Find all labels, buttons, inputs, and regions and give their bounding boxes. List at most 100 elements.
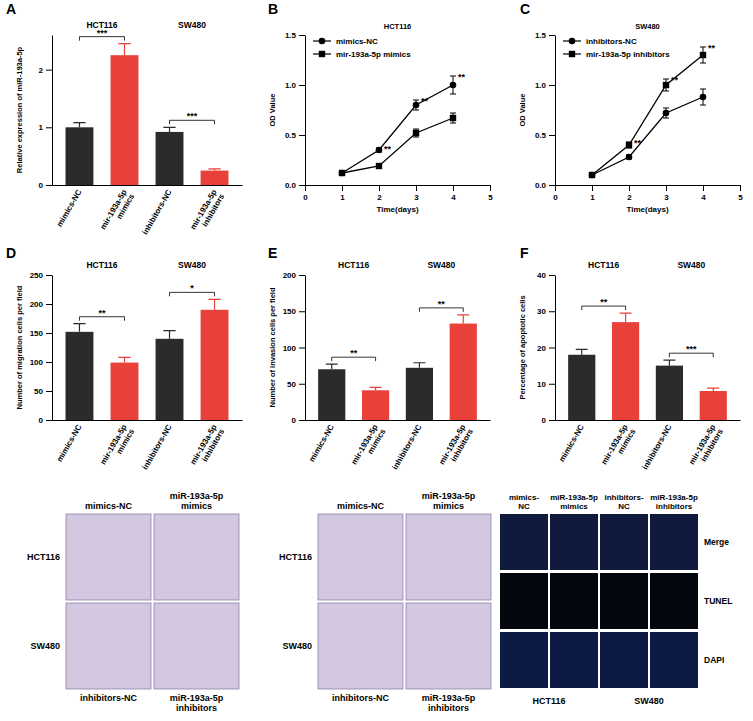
bar: [406, 368, 433, 420]
marker: [450, 82, 457, 89]
y-axis: 0.00.51.01.5: [285, 31, 306, 190]
tick-label: 0: [553, 193, 558, 202]
significance-label: **: [384, 144, 392, 154]
y-axis: 010203040: [537, 271, 555, 425]
micrograph: [550, 514, 598, 570]
tick-mark: [46, 420, 52, 421]
error-bar: [700, 47, 706, 63]
significance-label: **: [600, 297, 608, 307]
row-label: SW480: [282, 641, 312, 651]
significance-label: **: [421, 96, 429, 106]
legend: inhibitors-NCmir-193a-5p inhibitors: [563, 37, 670, 59]
tick: 30: [537, 307, 555, 316]
error-bar: [450, 113, 456, 123]
x-axis-title: Time(days): [376, 205, 418, 214]
column-label: miR-193a-5pmimics: [550, 493, 598, 511]
legend-marker: [569, 51, 575, 57]
group-label: SW480: [178, 260, 206, 270]
series-line: [342, 85, 453, 173]
tick-mark: [299, 420, 305, 421]
tick: 0: [303, 185, 308, 202]
row-label: TUNEL: [704, 596, 732, 606]
column-label: miR-193a-5pinhibitors: [650, 493, 698, 511]
tick-label: 40: [537, 271, 546, 280]
tick-mark: [46, 70, 52, 71]
plot-area: [589, 47, 707, 178]
marker: [663, 82, 669, 88]
chart-title: HCT116: [384, 22, 412, 31]
error-bar: [700, 89, 706, 105]
tick-label: 100: [283, 344, 297, 353]
panel-label: C: [520, 1, 530, 17]
micrograph: [318, 603, 403, 689]
axis-line: [52, 276, 53, 421]
tick-mark: [592, 185, 593, 191]
marker: [589, 172, 596, 179]
micrograph: [66, 603, 151, 689]
tick: 50: [287, 380, 305, 389]
tick-mark: [453, 185, 454, 191]
group-label: HCT116: [532, 696, 565, 706]
tick-mark: [46, 333, 52, 334]
tick-mark: [549, 85, 555, 86]
tick: 5: [488, 185, 493, 202]
bar: [201, 310, 229, 420]
column-label: miR-193a-5pinhibitors: [170, 693, 224, 713]
tick: 50: [34, 387, 52, 396]
y-axis: 0.00.51.01.5: [535, 31, 556, 190]
error-bar: [457, 315, 469, 324]
tick-mark: [549, 275, 555, 276]
tick-label: 1.0: [285, 81, 297, 90]
legend-label: mimics-NC: [336, 37, 378, 46]
tick: 0.0: [535, 181, 555, 190]
micrograph: [600, 632, 648, 688]
legend-entry: mimics-NC: [313, 37, 378, 46]
micrograph: [600, 573, 648, 629]
bar: [700, 391, 727, 420]
error-bar: [73, 123, 85, 128]
fluorescence-panel: MergeTUNELDAPImimics-NCmiR-193a-5pmimics…: [500, 493, 732, 706]
tick: 1.5: [535, 31, 555, 40]
tick: 2: [627, 185, 632, 202]
tick-label: 0.0: [285, 181, 297, 190]
tick: 100: [283, 344, 305, 353]
micrograph: [650, 632, 698, 688]
micrograph: [154, 514, 239, 600]
tick: 0: [39, 181, 52, 190]
tick: 1: [39, 123, 52, 132]
legend-label: mir-193a-5p inhibitors: [586, 50, 670, 59]
panel-label: E: [268, 245, 277, 261]
error-bar: [663, 360, 675, 365]
column-label: inhibitors-NC: [80, 693, 137, 703]
line-panel: 0.00.51.01.5012345******SW480inhibitors-…: [518, 22, 743, 214]
error-bar: [118, 357, 130, 362]
tick-mark: [299, 348, 305, 349]
tick-label: 1.5: [535, 31, 547, 40]
error-bar: [413, 129, 419, 137]
significance-label: ***: [686, 344, 697, 354]
tick-mark: [416, 185, 417, 191]
marker: [413, 130, 419, 136]
column-label: miR-193a-5pmimics: [170, 491, 224, 511]
micrograph: [600, 514, 648, 570]
x-axis: [53, 420, 243, 421]
tick-label: 5: [488, 193, 493, 202]
error-bar: [326, 364, 338, 369]
group-label: HCT116: [86, 260, 117, 270]
column-label: inhibitors-NC: [332, 693, 389, 703]
y-axis: 012: [39, 36, 53, 191]
group-label: SW480: [178, 20, 206, 30]
micrograph: [406, 514, 491, 600]
category-label: mimics-NC: [55, 188, 84, 229]
tick-label: 200: [283, 271, 297, 280]
tick-mark: [46, 127, 52, 128]
marker: [700, 94, 707, 101]
x-axis: 012345: [553, 185, 743, 202]
tick-mark: [299, 135, 305, 136]
tick: 0: [553, 185, 558, 202]
column-label: inhibitors-NC: [604, 493, 643, 511]
tick: 4: [451, 185, 456, 202]
axis-line: [52, 36, 53, 186]
micrograph: [550, 573, 598, 629]
tick-label: 1: [39, 123, 44, 132]
